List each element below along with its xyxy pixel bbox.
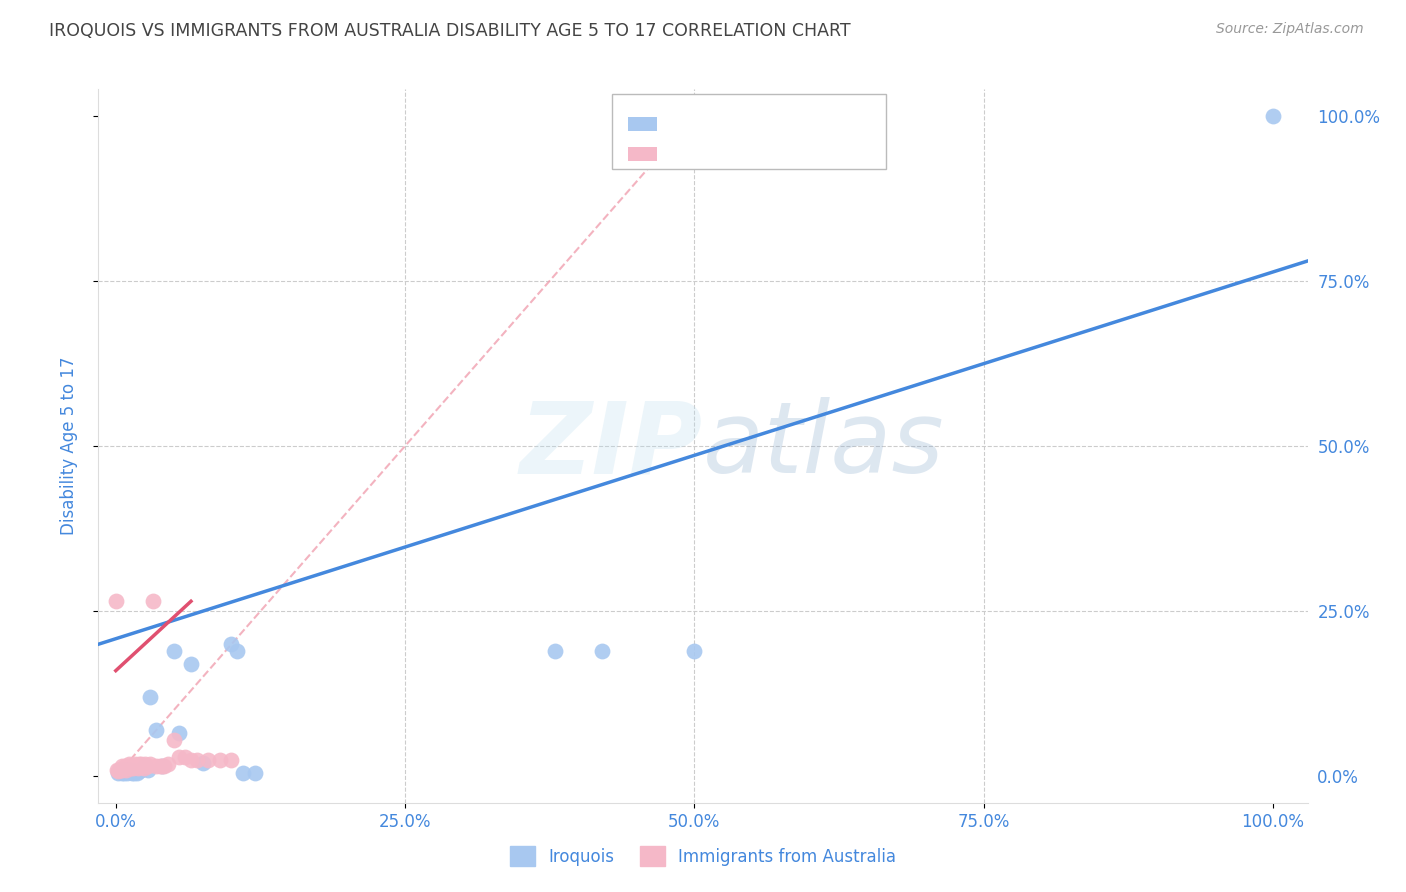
Point (591, 644, 613, 658)
Point (221, 637, 243, 651)
Point (122, 761, 145, 775)
Text: IROQUOIS VS IMMIGRANTS FROM AUSTRALIA DISABILITY AGE 5 TO 17 CORRELATION CHART: IROQUOIS VS IMMIGRANTS FROM AUSTRALIA DI… (49, 22, 851, 40)
Point (110, 763, 132, 777)
Point (111, 764, 134, 778)
Point (124, 757, 146, 772)
Point (169, 749, 191, 764)
Point (243, 766, 266, 780)
Point (117, 766, 139, 780)
Point (121, 759, 143, 773)
Point (131, 759, 153, 773)
Point (118, 764, 141, 778)
Text: atlas: atlas (703, 398, 945, 494)
Point (180, 753, 202, 767)
Point (117, 757, 139, 772)
Point (108, 763, 131, 777)
Point (226, 644, 249, 658)
Point (145, 759, 167, 773)
Point (107, 764, 129, 778)
Point (104, 594, 127, 608)
Point (110, 766, 132, 780)
Point (221, 753, 243, 767)
Point (129, 757, 152, 772)
Point (232, 766, 254, 780)
Point (124, 759, 146, 773)
Point (191, 756, 214, 771)
Point (132, 761, 155, 775)
Point (139, 757, 162, 772)
Point (120, 765, 142, 780)
Text: Source: ZipAtlas.com: Source: ZipAtlas.com (1216, 22, 1364, 37)
Point (112, 761, 135, 775)
Point (120, 761, 142, 775)
Point (129, 763, 152, 777)
Point (115, 763, 138, 777)
Point (115, 764, 138, 778)
Point (128, 757, 150, 772)
Point (117, 763, 139, 777)
Point (149, 759, 172, 773)
Point (112, 766, 135, 780)
Point (110, 759, 132, 773)
Point (174, 749, 197, 764)
Point (118, 759, 141, 773)
Point (129, 759, 152, 773)
Point (121, 766, 143, 780)
Point (1261, 109, 1284, 123)
Text: R = 0.495   N = 34: R = 0.495 N = 34 (668, 106, 852, 124)
Point (139, 690, 162, 704)
Point (150, 759, 173, 773)
Point (142, 594, 165, 608)
Point (145, 723, 167, 738)
Text: ZIP: ZIP (520, 398, 703, 494)
Point (156, 757, 179, 772)
Point (208, 753, 231, 767)
Point (125, 759, 148, 773)
Point (162, 733, 184, 747)
Point (117, 761, 139, 775)
Legend: Iroquois, Immigrants from Australia: Iroquois, Immigrants from Australia (503, 839, 903, 873)
Point (134, 757, 156, 772)
Point (197, 753, 219, 767)
Point (136, 759, 159, 773)
Point (114, 763, 136, 777)
Point (153, 759, 176, 773)
Point (128, 759, 150, 773)
Point (122, 764, 145, 778)
Y-axis label: Disability Age 5 to 17: Disability Age 5 to 17 (59, 357, 77, 535)
Point (136, 763, 159, 777)
Point (186, 753, 208, 767)
Point (127, 761, 149, 775)
Point (110, 763, 132, 777)
Point (128, 764, 150, 778)
Point (111, 761, 134, 775)
Point (125, 766, 148, 780)
Point (150, 759, 173, 773)
Point (162, 644, 184, 658)
Point (114, 759, 136, 773)
Point (544, 644, 567, 658)
Point (135, 759, 157, 773)
Text: R = 0.633   N = 46: R = 0.633 N = 46 (668, 139, 852, 157)
Point (117, 759, 139, 773)
Point (124, 766, 146, 780)
Point (107, 766, 129, 780)
Point (180, 657, 202, 671)
Point (134, 759, 156, 773)
Point (169, 726, 191, 740)
Point (683, 644, 706, 658)
Point (110, 763, 132, 777)
Point (105, 763, 128, 777)
